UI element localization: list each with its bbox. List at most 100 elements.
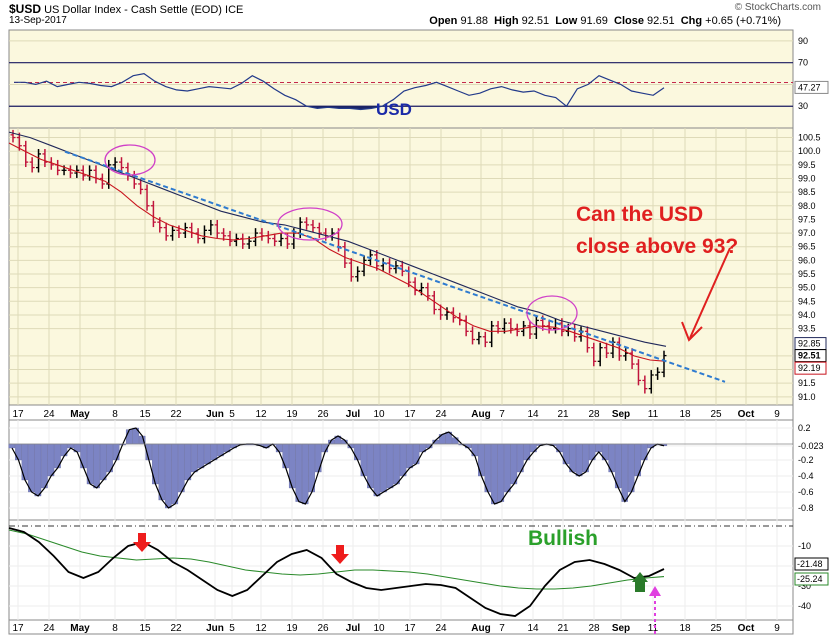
rsi-y-tick: 70 [798, 58, 808, 68]
x-tick-label: 9 [774, 623, 780, 634]
histogram-bar [478, 443, 485, 477]
osc-value-label: -25.24 [797, 574, 823, 584]
instrument-name: US Dollar Index - Cash Settle (EOD) [44, 4, 222, 16]
x-tick-label: 15 [139, 409, 151, 420]
chart-title: $USD US Dollar Index - Cash Settle (EOD)… [9, 2, 243, 16]
x-tick-label: 7 [499, 623, 505, 634]
hist-y-tick: -0.8 [798, 503, 814, 513]
osc-y-tick: -30 [798, 581, 811, 591]
x-tick-label: Jun [206, 623, 224, 634]
x-tick-label: 17 [404, 623, 416, 634]
rsi-last-box [794, 80, 829, 94]
histogram-bar [204, 443, 211, 465]
histogram-bar [275, 443, 283, 453]
usd-label: USD [376, 100, 412, 119]
x-tick-label: Jul [346, 409, 361, 420]
histogram-bar [197, 443, 205, 469]
rsi-panel [8, 29, 794, 129]
x-tick-label: 25 [710, 623, 722, 634]
touch-circle-1 [104, 144, 156, 176]
x-tick-label: 21 [557, 409, 569, 420]
x-tick-label: Oct [738, 623, 755, 634]
histogram-bar [471, 443, 479, 457]
price-y-tick: 96.0 [798, 255, 816, 265]
histogram-bar [451, 437, 459, 445]
x-tick-label: 28 [588, 409, 600, 420]
x-tick-label: Oct [738, 409, 755, 420]
histogram-bar [386, 443, 394, 489]
x-tick-label: Jul [346, 623, 361, 634]
histogram-bar [504, 443, 511, 493]
price-y-tick: 91.0 [798, 392, 816, 402]
chg-value: +0.65 (+0.71%) [705, 15, 781, 27]
histogram-bar [399, 443, 407, 477]
grid-lines [9, 40, 793, 620]
x-tick-label: 25 [710, 409, 722, 420]
hist-y-tick: -0.2 [798, 455, 814, 465]
histogram-bar [282, 443, 289, 469]
price-y-tick: 98.0 [798, 201, 816, 211]
question-line-1: Can the USD [576, 203, 704, 226]
histogram-bar [497, 443, 505, 502]
histogram-bar [93, 443, 100, 489]
price-value-box [794, 349, 827, 363]
histogram-bar [152, 443, 159, 485]
histogram-bar [621, 443, 628, 502]
hist-y-tick: 0.2 [798, 423, 811, 433]
touch-circle-2 [277, 207, 343, 241]
low-value: 91.69 [580, 15, 608, 27]
x-tick-label: 11 [648, 409, 659, 420]
osc-y-tick: -40 [798, 601, 811, 611]
histogram-bar [367, 443, 374, 489]
histogram-outline [11, 427, 665, 509]
price-y-tick: 98.5 [798, 187, 816, 197]
price-y-tick: 95.0 [798, 283, 816, 293]
open-label: Open [429, 15, 458, 27]
price-y-tick: 100.0 [798, 146, 821, 156]
histogram-bar [562, 443, 570, 465]
x-tick-label: Aug [471, 409, 490, 420]
histogram-bar [491, 443, 498, 505]
price-y-tick: 97.0 [798, 228, 816, 238]
histogram-bar [210, 443, 218, 461]
x-tick-label: 8 [112, 623, 118, 634]
x-tick-label: 26 [317, 623, 329, 634]
price-value-label: 92.19 [798, 363, 821, 373]
x-tick-label: 5 [229, 623, 235, 634]
histogram-bar [575, 443, 583, 477]
price-y-tick: 96.5 [798, 242, 816, 252]
histogram-bar [301, 443, 309, 505]
histogram-bar [380, 443, 387, 493]
x-tick-label: 24 [43, 623, 55, 634]
x-tick-label: 17 [12, 623, 24, 634]
x-tick-label: Aug [471, 623, 490, 634]
hist-y-tick: -0.4 [798, 471, 814, 481]
price-y-tick: 100.5 [798, 133, 821, 143]
histogram-bar [295, 443, 302, 502]
histogram-bar [112, 443, 120, 461]
x-tick-label: 19 [286, 623, 298, 634]
buy-arrow [632, 572, 648, 592]
histogram-bar [373, 443, 381, 497]
price-panel [8, 127, 794, 406]
histogram-bar [406, 443, 413, 469]
osc-y-tick: -10 [798, 541, 811, 551]
price-y-tick: 91.5 [798, 378, 816, 388]
x-tick-label: 17 [12, 409, 24, 420]
x-tick-label: 17 [404, 409, 416, 420]
watermark: © StockCharts.com [734, 2, 821, 13]
price-y-tick: 99.0 [798, 173, 816, 183]
x-tick-label: 12 [255, 623, 267, 634]
bullish-label: Bullish [528, 527, 599, 550]
histogram-bar [99, 443, 107, 481]
x-tick-label: 19 [286, 409, 298, 420]
rsi-layer [14, 72, 793, 111]
x-tick-label: 11 [648, 623, 659, 634]
price-y-tick: 94.5 [798, 296, 816, 306]
histogram-bar [556, 443, 563, 453]
histogram-bar [15, 443, 22, 461]
osc-main-line [8, 527, 665, 617]
price-value-label: 92.51 [798, 351, 821, 361]
chart-date: 13-Sep-2017 [9, 15, 67, 26]
